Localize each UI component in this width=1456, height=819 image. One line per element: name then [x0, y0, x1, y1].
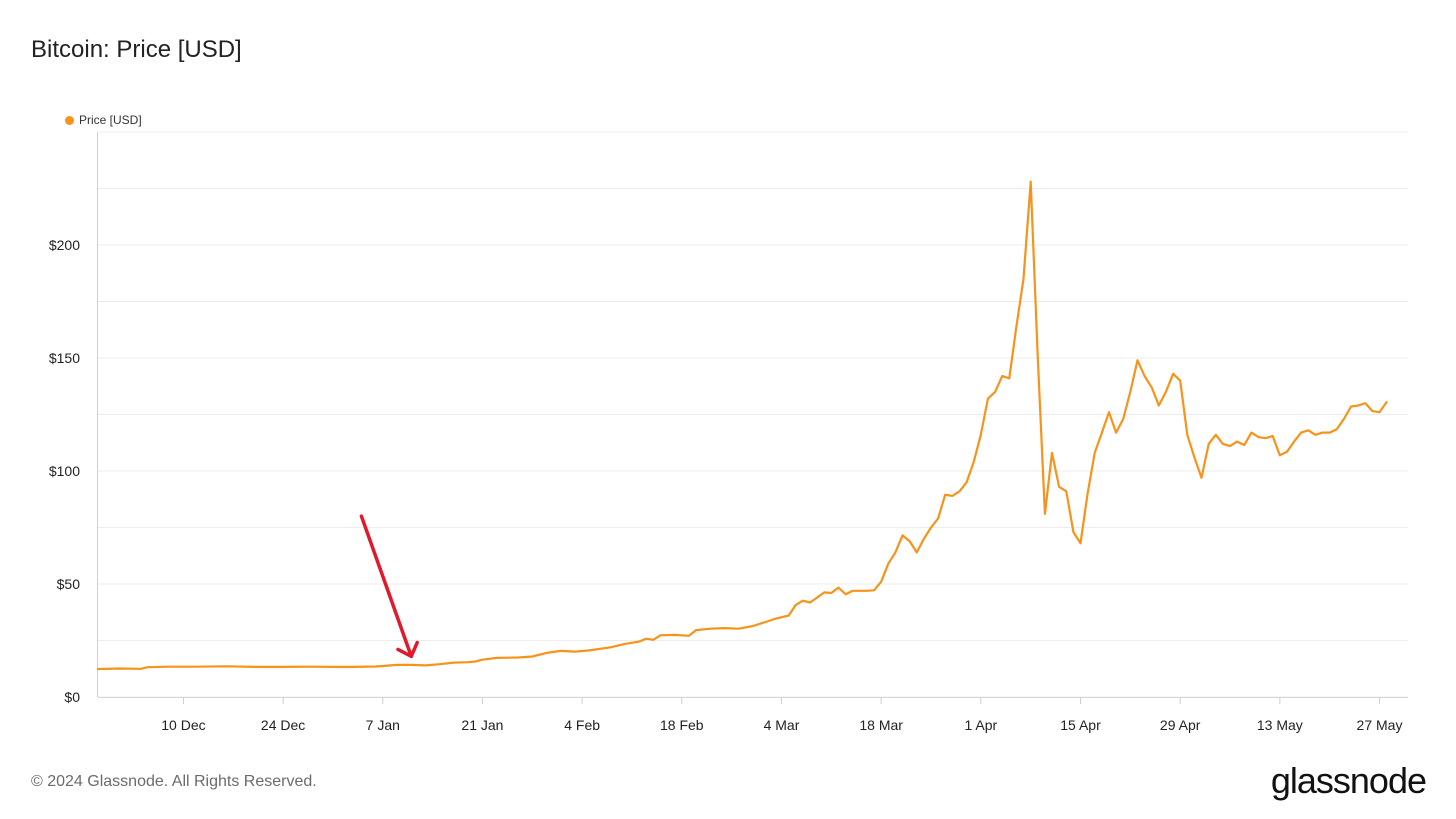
x-tick-label: 4 Feb: [564, 717, 600, 733]
x-tick-label: 15 Apr: [1060, 717, 1101, 733]
legend-label: Price [USD]: [79, 113, 142, 127]
y-tick-label: $200: [49, 237, 80, 253]
annotation-arrow: [359, 514, 414, 659]
x-tick-label: 21 Jan: [461, 717, 503, 733]
x-tick-label: 4 Mar: [764, 717, 800, 733]
x-tick-label: 18 Feb: [660, 717, 704, 733]
glassnode-logo[interactable]: glassnode: [1270, 760, 1427, 801]
arrow-head-icon: [396, 640, 419, 659]
x-tick-label: 24 Dec: [261, 717, 305, 733]
axis-layer: $0 $50 $100 $150 $200 10 Dec 24 Dec 7 Jan 21 Jan…: [49, 132, 1408, 733]
y-tick-label: $0: [64, 689, 80, 705]
x-tick-label: 13 May: [1257, 717, 1303, 733]
x-tick-label: 7 Jan: [366, 717, 400, 733]
grid-layer: [98, 131, 1408, 698]
y-tick-label: $150: [49, 350, 80, 366]
x-tick-label: 27 May: [1357, 717, 1403, 733]
legend-dot-icon: [65, 115, 74, 125]
price-series-line: [96, 180, 1388, 671]
x-tick-label: 29 Apr: [1160, 717, 1201, 733]
y-tick-label: $100: [49, 463, 80, 479]
y-tick-label: $50: [57, 576, 81, 592]
x-tick-label: 18 Mar: [859, 717, 903, 733]
x-tick-label: 10 Dec: [161, 717, 205, 733]
legend[interactable]: Price [USD]: [65, 113, 142, 127]
series-layer: [96, 180, 1388, 671]
chart-title: Bitcoin: Price [USD]: [31, 36, 242, 63]
copyright-text: © 2024 Glassnode. All Rights Reserved.: [31, 773, 317, 790]
annotation-layer: [359, 514, 419, 659]
x-tick-label: 1 Apr: [964, 717, 997, 733]
